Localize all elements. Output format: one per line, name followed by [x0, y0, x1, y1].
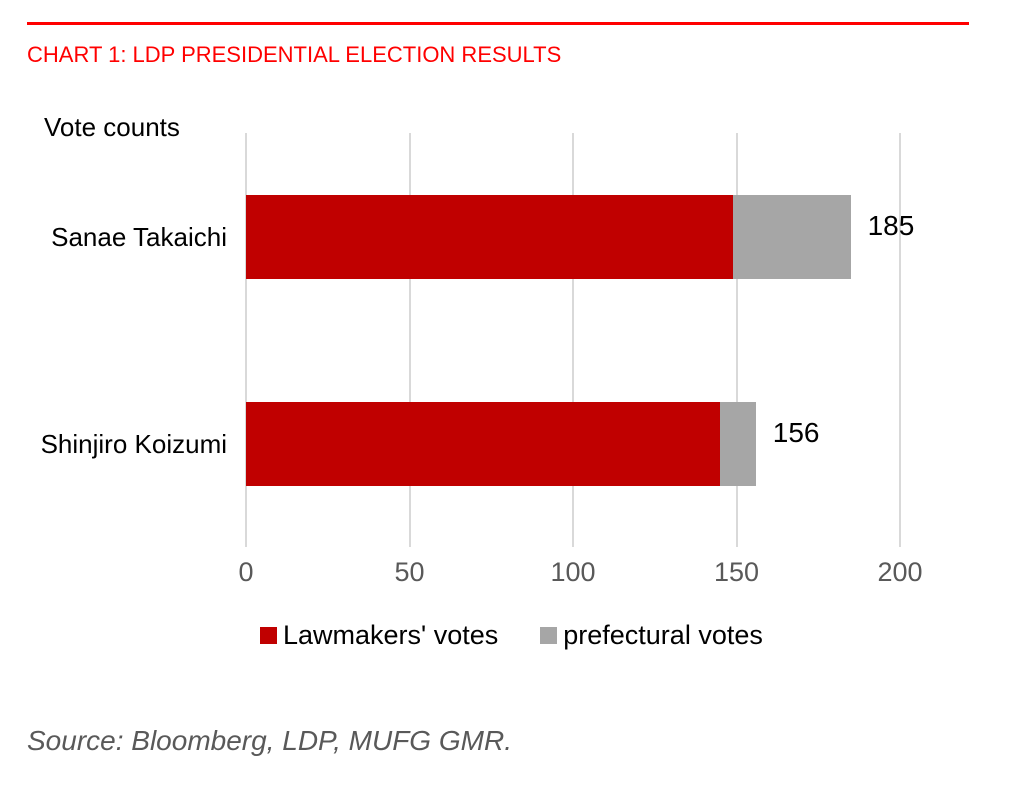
category-label: Shinjiro Koizumi: [40, 428, 227, 459]
bar-segment: [733, 194, 851, 279]
legend: Lawmakers' votes prefectural votes: [260, 618, 763, 652]
top-rule: [27, 22, 969, 25]
legend-swatch-lawmakers-votes-icon: [260, 626, 277, 644]
x-tick-label: 50: [394, 557, 425, 587]
total-data-label: 156: [772, 416, 820, 448]
category-label: Sanae Takaichi: [51, 221, 227, 252]
x-tick-label: 100: [550, 557, 596, 587]
bar-segment: [720, 401, 757, 486]
source-note: Source: Bloomberg, LDP, MUFG GMR.: [27, 725, 512, 756]
gridline: [735, 133, 738, 547]
x-tick-label: 200: [877, 557, 923, 587]
legend-item-lawmakers-votes: Lawmakers' votes: [260, 619, 499, 650]
legend-label-lawmakers-votes: Lawmakers' votes: [283, 619, 499, 650]
gridline: [899, 133, 901, 547]
gridline: [408, 133, 411, 547]
axis-title-vote-counts: Vote counts: [44, 112, 180, 142]
bar-segment: [246, 401, 721, 486]
x-tick-label: 150: [713, 557, 760, 587]
legend-swatch-prefectural-votes-icon: [540, 626, 558, 644]
x-tick-label: 0: [238, 557, 254, 587]
chart-title: CHART 1: LDP PRESIDENTIAL ELECTION RESUL…: [27, 42, 562, 67]
bar-segment: [246, 194, 734, 279]
total-data-label: 185: [867, 209, 915, 241]
legend-item-prefectural-votes: prefectural votes: [540, 619, 763, 650]
legend-label-prefectural-votes: prefectural votes: [563, 619, 763, 650]
gridline: [572, 133, 574, 547]
gridline: [245, 133, 247, 547]
